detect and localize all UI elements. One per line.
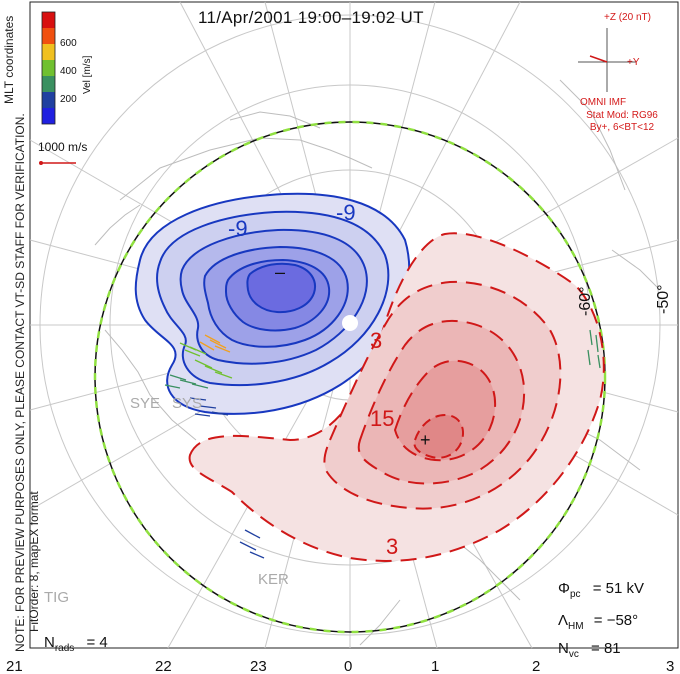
map-title: 11/Apr/2001 19:00–19:02 UT: [198, 8, 424, 27]
positive-cell: [188, 232, 605, 562]
colorbar-label: Vel [m/s]: [82, 55, 93, 94]
nvc-symbol: N: [558, 640, 569, 657]
lat-label-inner: -60°: [577, 286, 594, 316]
hm-boundary-dash: [93, 120, 607, 634]
station-ker: KER: [258, 571, 289, 588]
velocity-colorbar: [41, 11, 56, 125]
fit-order-note: FitOrder: 8, mapEX format: [27, 491, 41, 632]
mlt-tick-23: 23: [250, 658, 267, 674]
contour-label-pos-core: 15: [370, 406, 394, 431]
mlt-tick-0: 0: [344, 658, 352, 674]
reference-vector: [39, 161, 76, 165]
stat-model: Stat Mod: RG96 By+, 6<BT<12: [572, 110, 672, 134]
contour-label-neg-2: -9: [336, 200, 356, 225]
stat-lambda-hm: ΛHM = −58°: [558, 612, 638, 632]
max-marker: +: [420, 430, 431, 450]
lat-label-outer: -50°: [655, 284, 672, 314]
imf-by-label: +Y: [627, 57, 640, 68]
nvc-value: = 81: [591, 640, 621, 657]
station-sys: SYS: [172, 395, 202, 412]
nvc-sub: vc: [568, 649, 579, 660]
mlt-tick-1: 1: [431, 658, 439, 674]
phi-symbol: Φ: [558, 580, 570, 597]
pole-marker: [342, 315, 358, 331]
negative-cell: [134, 192, 411, 415]
station-sye: SYE: [130, 395, 160, 412]
contour-label-neg-1: -9: [228, 216, 248, 241]
colorbar-tick-400: 400: [60, 66, 77, 77]
contour-label-pos-1: 3: [370, 328, 382, 353]
contour-label-pos-2: 3: [386, 534, 398, 559]
station-tig: TIG: [44, 589, 69, 606]
velocity-vectors: [164, 329, 601, 559]
mlt-tick-21: 21: [6, 658, 23, 674]
lambda-symbol: Λ: [558, 612, 569, 629]
lambda-value: = −58°: [593, 612, 639, 629]
colorbar-tick-600: 600: [60, 38, 77, 49]
nrads-value: = 4: [86, 634, 108, 651]
coordinates-note: MLT coordinates: [2, 15, 16, 104]
nrads-symbol: N: [44, 634, 55, 651]
stat-n-rads: Nrads = 4: [44, 634, 108, 654]
lambda-sub: HM: [568, 621, 584, 632]
min-marker: –: [275, 262, 285, 282]
nrads-sub: rads: [54, 643, 75, 654]
stat-model-cond: By+, 6<BT<12: [589, 122, 655, 133]
reference-vector-label: 1000 m/s: [38, 140, 88, 154]
imf-bz-label: +Z (20 nT): [604, 12, 651, 23]
imf-dial: [578, 28, 636, 92]
phi-sub: pc: [569, 589, 581, 600]
colorbar-tick-200: 200: [60, 94, 77, 105]
stat-model-name: Stat Mod: RG96: [586, 110, 658, 121]
preview-note: NOTE: FOR PREVIEW PURPOSES ONLY, PLEASE …: [13, 113, 27, 652]
mlt-tick-2: 2: [532, 658, 540, 674]
mlt-tick-3: 3: [666, 658, 674, 674]
mlt-axis: 21 22 23 0 1 2 3: [6, 658, 674, 674]
phi-value: = 51 kV: [592, 580, 644, 597]
stat-n-vc: Nvc = 81: [558, 640, 621, 660]
imf-source: OMNI IMF: [580, 97, 627, 108]
mlt-tick-22: 22: [155, 658, 172, 674]
stat-phi-pc: Φpc = 51 kV: [558, 580, 644, 600]
